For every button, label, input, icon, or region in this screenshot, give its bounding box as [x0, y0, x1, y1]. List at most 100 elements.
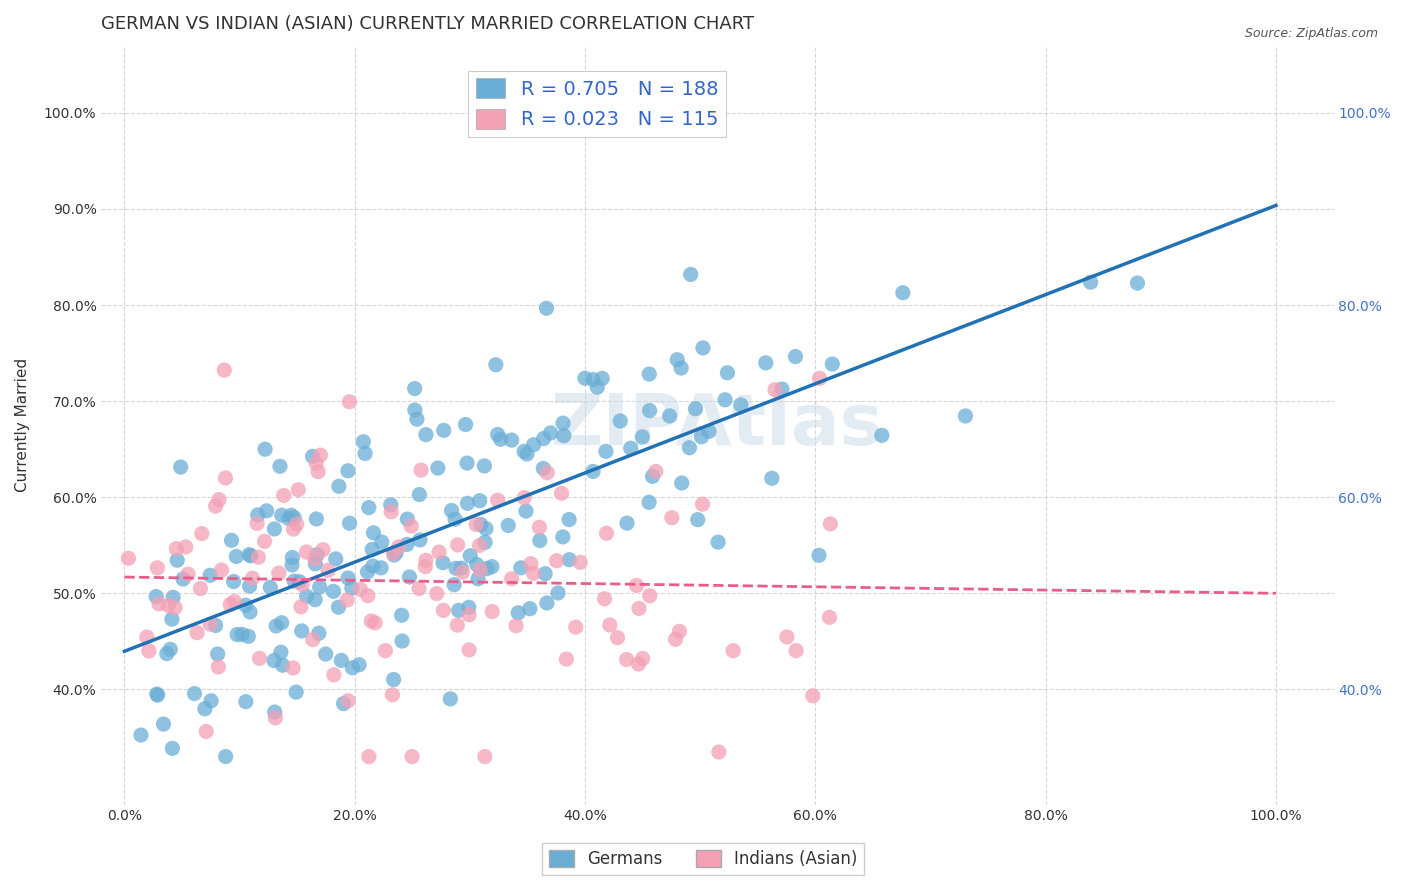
Germans — [432, 556, 454, 570]
Indians (Asian) — [208, 492, 231, 507]
Indians (Asian) — [486, 493, 509, 508]
Germans — [609, 414, 631, 428]
Germans — [231, 627, 253, 641]
Germans — [200, 694, 222, 708]
Indians (Asian) — [291, 577, 314, 591]
Germans — [225, 549, 247, 564]
Indians (Asian) — [470, 563, 492, 577]
Germans — [330, 653, 353, 667]
Indians (Asian) — [593, 591, 616, 606]
Germans — [183, 687, 205, 701]
Indians (Asian) — [522, 566, 544, 581]
Text: GERMAN VS INDIAN (ASIAN) CURRENTLY MARRIED CORRELATION CHART: GERMAN VS INDIAN (ASIAN) CURRENTLY MARRI… — [101, 15, 755, 33]
Indians (Asian) — [606, 631, 628, 645]
Indians (Asian) — [401, 749, 423, 764]
Germans — [761, 471, 783, 485]
Indians (Asian) — [458, 607, 481, 622]
Germans — [288, 574, 311, 589]
Germans — [307, 548, 329, 562]
Indians (Asian) — [283, 522, 305, 536]
Indians (Asian) — [808, 371, 831, 385]
Germans — [270, 645, 292, 659]
Germans — [256, 504, 278, 518]
Indians (Asian) — [692, 497, 714, 511]
Indians (Asian) — [451, 565, 474, 579]
Indians (Asian) — [644, 465, 666, 479]
Indians (Asian) — [138, 644, 160, 658]
Germans — [339, 516, 361, 531]
Indians (Asian) — [249, 651, 271, 665]
Indians (Asian) — [616, 652, 638, 666]
Germans — [281, 558, 304, 572]
Germans — [595, 444, 617, 458]
Indians (Asian) — [307, 465, 329, 479]
Germans — [172, 572, 194, 586]
Indians (Asian) — [247, 550, 270, 565]
Germans — [238, 548, 260, 562]
Germans — [347, 657, 370, 672]
Germans — [475, 561, 498, 575]
Germans — [496, 518, 519, 533]
Indians (Asian) — [599, 618, 621, 632]
Indians (Asian) — [627, 601, 650, 615]
Indians (Asian) — [204, 499, 226, 513]
Indians (Asian) — [309, 448, 332, 462]
Indians (Asian) — [380, 505, 402, 519]
Germans — [443, 577, 465, 591]
Germans — [325, 552, 347, 566]
Indians (Asian) — [117, 551, 139, 566]
Germans — [666, 352, 689, 367]
Germans — [638, 495, 661, 509]
Germans — [785, 350, 807, 364]
Germans — [631, 430, 654, 444]
Germans — [382, 673, 405, 687]
Indians (Asian) — [224, 594, 246, 608]
Germans — [481, 559, 503, 574]
Germans — [821, 357, 844, 371]
Germans — [638, 367, 661, 381]
Germans — [337, 571, 360, 585]
Germans — [357, 500, 380, 515]
Germans — [385, 545, 408, 559]
Germans — [523, 438, 546, 452]
Germans — [214, 749, 236, 764]
Indians (Asian) — [785, 643, 807, 657]
Germans — [450, 561, 472, 575]
Indians (Asian) — [165, 600, 187, 615]
Germans — [308, 580, 330, 594]
Germans — [426, 461, 449, 475]
Germans — [295, 589, 318, 603]
Germans — [486, 427, 509, 442]
Germans — [458, 549, 481, 563]
Indians (Asian) — [191, 526, 214, 541]
Indians (Asian) — [186, 625, 208, 640]
Indians (Asian) — [267, 566, 290, 581]
Indians (Asian) — [357, 589, 380, 603]
Germans — [207, 647, 229, 661]
Germans — [669, 361, 692, 376]
Germans — [277, 511, 299, 525]
Germans — [513, 444, 536, 458]
Indians (Asian) — [501, 572, 523, 586]
Germans — [259, 581, 281, 595]
Germans — [439, 691, 461, 706]
Germans — [263, 522, 285, 536]
Germans — [730, 398, 752, 412]
Germans — [692, 341, 714, 355]
Germans — [254, 442, 277, 457]
Indians (Asian) — [565, 620, 588, 634]
Indians (Asian) — [285, 517, 308, 532]
Germans — [531, 461, 554, 475]
Germans — [408, 487, 430, 501]
Germans — [281, 550, 304, 565]
Germans — [269, 459, 291, 474]
Germans — [270, 615, 292, 630]
Germans — [1126, 276, 1149, 290]
Germans — [467, 572, 489, 586]
Germans — [551, 530, 574, 544]
Germans — [162, 591, 184, 605]
Germans — [404, 403, 426, 417]
Indians (Asian) — [304, 551, 326, 566]
Indians (Asian) — [177, 567, 200, 582]
Germans — [263, 705, 285, 719]
